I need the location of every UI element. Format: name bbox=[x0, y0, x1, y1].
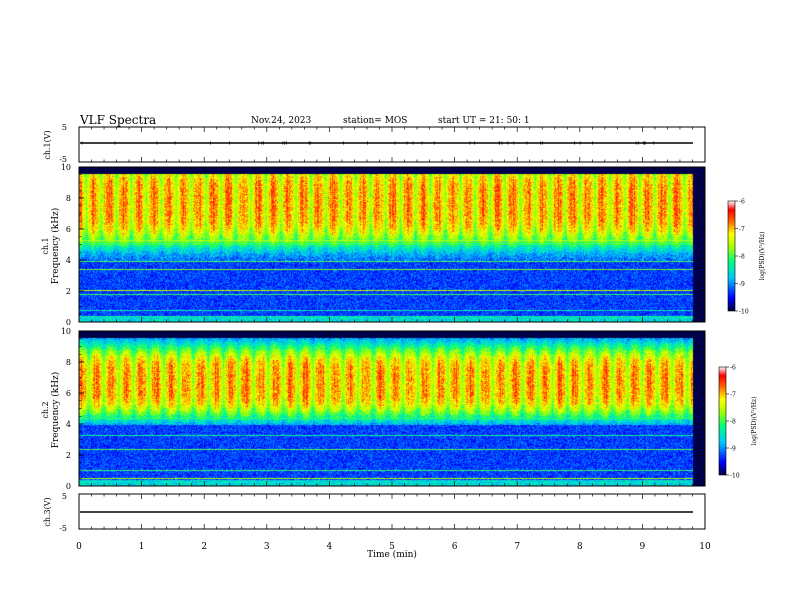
ch1-spectrogram-channel-label: ch.1 bbox=[41, 237, 50, 254]
ch1-waveform-panel: 5 -5 ch.1(V) bbox=[43, 123, 706, 164]
colorbar-tick-label: -9 bbox=[730, 446, 736, 453]
ch2-colorbar-ticks: -6 -7 -8 -9 -10 bbox=[726, 365, 740, 480]
colorbar-tick-label: -7 bbox=[739, 226, 745, 233]
ch1-colorbar: -6 -7 -8 -9 -10 log(PSD)(V²/Hz) bbox=[727, 199, 766, 316]
ch3-waveform-panel: 5 -5 ch.3(V) bbox=[43, 492, 706, 533]
ch1-colorbar-label: log(PSD)(V²/Hz) bbox=[759, 232, 766, 281]
x-axis-label: Time (min) bbox=[367, 549, 417, 560]
x-tick-label: 7 bbox=[514, 542, 520, 552]
x-tick-label: 9 bbox=[640, 542, 646, 552]
ch1-spectrogram-yticks: 10 8 6 4 2 0 bbox=[61, 163, 705, 327]
colorbar-tick-label: -8 bbox=[739, 254, 745, 261]
ch2-colorbar-label: log(PSD)(V²/Hz) bbox=[751, 397, 758, 446]
frequency-tick-label: 8 bbox=[66, 194, 71, 203]
ch3-ytick-bottom: -5 bbox=[59, 524, 67, 533]
ch2-spectrogram-panel: 10 8 6 4 2 0 ch.2 Frequency (kHz) bbox=[41, 327, 706, 491]
frequency-tick-label: 6 bbox=[66, 225, 71, 234]
colorbar-tick-label: -6 bbox=[730, 365, 736, 372]
ch2-spectrogram-channel-label: ch.2 bbox=[41, 401, 50, 418]
x-tick-labels: 0 1 2 3 4 5 6 7 8 9 10 bbox=[76, 542, 711, 552]
ch3-ytick-top: 5 bbox=[62, 492, 67, 501]
ch1-spectrogram-image bbox=[79, 167, 705, 322]
ch1-spectrogram-ylabel: Frequency (kHz) bbox=[50, 208, 61, 285]
date-label: Nov.24, 2023 bbox=[251, 116, 312, 126]
colorbar-tick-label: -8 bbox=[730, 419, 736, 426]
frequency-tick-label: 2 bbox=[66, 287, 71, 296]
frequency-tick-label: 0 bbox=[66, 482, 71, 491]
x-tick-label: 2 bbox=[201, 542, 207, 552]
ch1-ytick-bottom: -5 bbox=[59, 155, 67, 164]
ch1-ytick-top: 5 bbox=[62, 123, 67, 132]
ch1-waveform-label: ch.1(V) bbox=[43, 130, 52, 159]
ch1-colorbar-gradient bbox=[727, 200, 736, 312]
x-tick-label: 8 bbox=[577, 542, 583, 552]
frequency-tick-label: 0 bbox=[66, 318, 71, 327]
colorbar-tick-label: -9 bbox=[739, 281, 745, 288]
x-tick-label: 5 bbox=[389, 542, 395, 552]
frequency-tick-label: 8 bbox=[66, 358, 71, 367]
ch2-spectrogram-yticks: 10 8 6 4 2 0 bbox=[61, 327, 705, 491]
frequency-tick-label: 4 bbox=[66, 256, 71, 265]
x-tick-label: 0 bbox=[76, 542, 82, 552]
time-tick-marks bbox=[78, 127, 706, 529]
ch1-colorbar-ticks: -6 -7 -8 -9 -10 bbox=[735, 199, 749, 316]
colorbar-tick-label: -10 bbox=[730, 473, 740, 480]
frequency-tick-label: 10 bbox=[61, 327, 71, 336]
frequency-tick-label: 6 bbox=[66, 389, 71, 398]
ch2-colorbar: -6 -7 -8 -9 -10 log(PSD)(V²/Hz) bbox=[718, 365, 758, 480]
colorbar-tick-label: -7 bbox=[730, 392, 736, 399]
ch1-waveform-frame bbox=[78, 126, 706, 163]
ch2-colorbar-gradient bbox=[718, 366, 727, 476]
x-tick-label: 10 bbox=[699, 542, 711, 552]
x-tick-label: 4 bbox=[327, 542, 333, 552]
ch1-spectrogram-panel: 10 8 6 4 2 0 ch.1 Frequency (kHz) bbox=[41, 163, 706, 327]
colorbar-tick-label: -6 bbox=[739, 199, 745, 206]
figure-title: VLF Spectra bbox=[79, 113, 156, 127]
ch3-waveform-label: ch.3(V) bbox=[43, 497, 52, 526]
frequency-tick-label: 4 bbox=[66, 420, 71, 429]
start-time-label: start UT = 21: 50: 1 bbox=[438, 116, 530, 126]
colorbar-tick-label: -10 bbox=[739, 309, 749, 316]
ch2-spectrogram-image bbox=[79, 331, 705, 486]
station-label: station= MOS bbox=[343, 116, 407, 126]
frequency-tick-label: 10 bbox=[61, 163, 71, 172]
x-tick-label: 1 bbox=[139, 542, 145, 552]
frequency-tick-label: 2 bbox=[66, 451, 71, 460]
x-tick-label: 6 bbox=[452, 542, 458, 552]
x-tick-label: 3 bbox=[264, 542, 270, 552]
ch2-spectrogram-ylabel: Frequency (kHz) bbox=[50, 372, 61, 449]
